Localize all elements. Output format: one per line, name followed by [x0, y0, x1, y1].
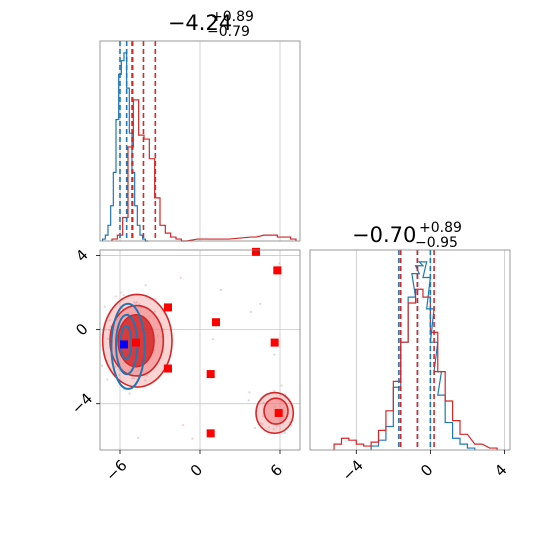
y-marginal-xtick-label-1: 0 [417, 461, 436, 480]
joint-red-marker-0 [252, 247, 260, 256]
joint-bg-point-54 [118, 373, 121, 377]
joint-bg-point-152 [134, 302, 137, 305]
joint-bg-point-50 [133, 377, 136, 380]
x-marginal-quantile-lines [119, 41, 157, 241]
x-marginal-histogram-panel: −4.24 +0.89 −0.79 [99, 9, 301, 242]
joint-bg-point-148 [179, 276, 182, 279]
joint-bg-point-25 [101, 364, 104, 367]
joint-ytick-label-0: −4 [68, 390, 96, 418]
joint-y-ticks: −4 0 4 [68, 246, 100, 418]
joint-ytick-label-1: 0 [72, 320, 91, 339]
y-marginal-axes-frame [309, 249, 511, 451]
joint-scatter-panel: −6 0 6 −4 0 4 [68, 246, 301, 485]
joint-x-ticks: −6 0 6 [102, 450, 286, 485]
y-marginal-step-blue [370, 261, 476, 450]
joint-bg-point-13 [145, 374, 149, 377]
joint-bg-point-20 [114, 365, 117, 368]
joint-bg-point-138 [283, 431, 286, 434]
y-marginal-title-sub: −0.95 [415, 235, 458, 251]
joint-red-marker-6 [206, 370, 215, 379]
joint-bg-point-106 [144, 379, 147, 382]
joint-bg-point-21 [128, 392, 131, 395]
joint-ytick-label-2: 4 [72, 246, 91, 265]
joint-red-marker-9 [132, 338, 140, 347]
joint-bg-point-131 [260, 422, 263, 425]
joint-bg-point-39 [131, 377, 134, 380]
joint-bg-point-144 [262, 401, 265, 404]
x-marginal-title-main: −4.24 [168, 11, 232, 35]
y-marginal-histogram-panel: −0.70 +0.89 −0.95 −4 0 4 [309, 220, 511, 485]
y-marginal-x-ticks: −4 0 4 [339, 450, 511, 485]
joint-bg-point-129 [261, 415, 265, 418]
joint-bg-point-56 [119, 291, 123, 294]
y-marginal-xtick-label-2: 4 [491, 461, 510, 480]
joint-bg-point-62 [106, 337, 109, 340]
joint-bg-point-145 [137, 436, 140, 439]
joint-xtick-label-1: 0 [187, 461, 206, 480]
joint-bg-point-42 [153, 310, 156, 313]
joint-xtick-label-0: −6 [102, 456, 130, 484]
joint-contours [101, 293, 295, 435]
x-marginal-title-sup: +0.89 [211, 9, 254, 25]
x-marginal-axes-frame [99, 40, 301, 242]
joint-bg-point-147 [249, 310, 252, 313]
joint-bg-point-141 [275, 425, 278, 428]
joint-bg-point-29 [154, 297, 157, 300]
y-marginal-step-red [333, 288, 498, 450]
joint-bg-point-149 [248, 391, 251, 394]
joint-bg-point-55 [114, 295, 117, 298]
joint-bg-point-153 [247, 399, 250, 402]
x-marginal-title-sub: −0.79 [207, 24, 250, 40]
joint-red-marker-5 [164, 364, 172, 373]
joint-bg-point-109 [122, 294, 125, 297]
x-marginal-step-red [111, 99, 297, 242]
y-marginal-xtick-label-0: −4 [339, 456, 367, 484]
joint-red-marker-8 [206, 429, 215, 438]
y-marginal-title-sup: +0.89 [419, 220, 462, 236]
joint-bg-point-9 [108, 329, 111, 332]
y-marginal-quantile-lines [398, 250, 435, 450]
joint-bg-point-140 [253, 426, 257, 429]
joint-red-marker-4 [270, 338, 279, 347]
joint-bg-point-151 [278, 262, 281, 265]
joint-bg-point-120 [272, 427, 275, 431]
joint-bg-point-159 [219, 288, 223, 292]
joint-bg-point-61 [106, 378, 109, 381]
joint-bg-point-150 [259, 302, 262, 305]
joint-red-marker-3 [212, 318, 220, 327]
x-marginal-steps [102, 52, 297, 242]
joint-xtick-label-2: 6 [267, 461, 286, 480]
joint-bg-point-155 [212, 338, 215, 341]
joint-bg-point-136 [280, 384, 283, 387]
joint-red-marker-2 [164, 303, 172, 312]
joint-bg-point-43 [103, 305, 106, 308]
x-marginal-title: −4.24 [168, 11, 232, 35]
joint-red-marker-7 [274, 408, 283, 417]
joint-bg-point-157 [182, 423, 185, 427]
joint-blue-contour-0 [110, 302, 146, 390]
joint-bg-point-124 [273, 389, 276, 392]
joint-red-marker-1 [273, 266, 282, 275]
joint-bg-point-73 [117, 368, 120, 371]
joint-blue-marker [120, 340, 128, 349]
y-marginal-title-main: −0.70 [352, 223, 416, 247]
joint-bg-point-127 [267, 426, 271, 429]
joint-bg-point-156 [273, 353, 276, 356]
joint-markers [120, 247, 283, 438]
y-marginal-steps [333, 261, 498, 450]
x-marginal-step-blue [102, 52, 148, 242]
joint-bg-point-86 [138, 302, 141, 306]
joint-bg-point-79 [108, 319, 112, 322]
joint-bg-point-158 [191, 437, 194, 440]
joint-bg-point-12 [144, 284, 147, 287]
